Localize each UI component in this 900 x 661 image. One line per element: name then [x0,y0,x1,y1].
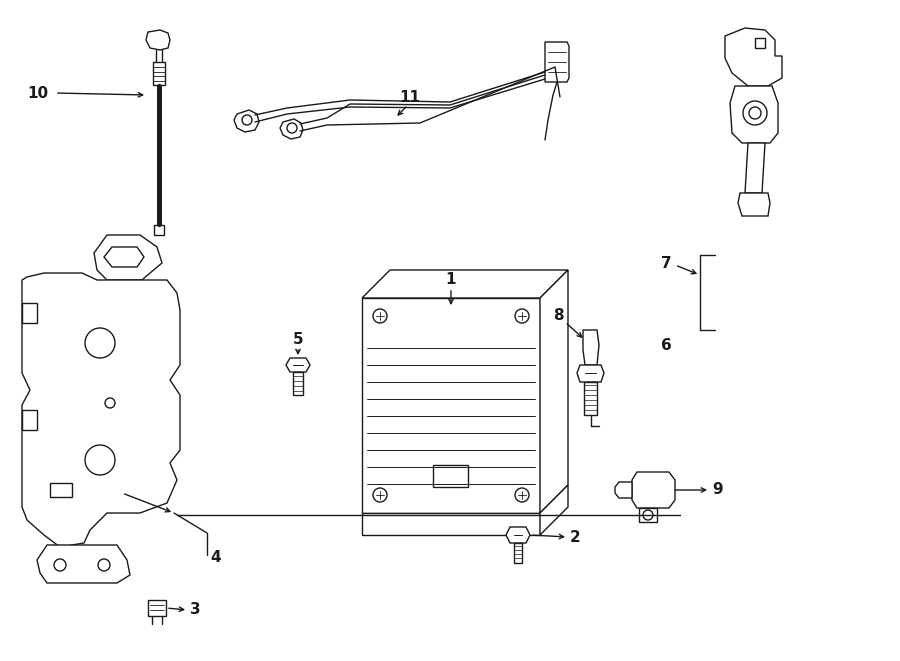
Text: 6: 6 [662,338,672,352]
Polygon shape [37,545,130,583]
Text: 5: 5 [292,332,303,348]
Polygon shape [146,30,170,50]
Text: 9: 9 [712,483,723,498]
Polygon shape [514,543,522,563]
Bar [755,38,765,48]
Polygon shape [745,143,765,193]
Polygon shape [286,358,310,372]
Text: 8: 8 [553,307,563,323]
Text: 11: 11 [400,91,420,106]
Text: 1: 1 [446,272,456,288]
Polygon shape [362,298,540,513]
Text: 3: 3 [190,602,201,617]
Bar [22,410,37,430]
Text: 7: 7 [662,256,672,270]
Bar [433,465,468,487]
Text: 4: 4 [210,549,220,564]
Polygon shape [362,513,540,535]
Polygon shape [639,508,657,522]
Polygon shape [506,527,530,543]
Text: 10: 10 [27,85,49,100]
Polygon shape [584,382,597,415]
Polygon shape [738,193,770,216]
Bar [50,483,72,497]
Polygon shape [153,62,165,85]
Polygon shape [22,273,180,547]
Polygon shape [545,42,569,82]
Polygon shape [104,247,144,267]
Polygon shape [234,110,259,132]
Polygon shape [148,600,166,616]
Bar [22,303,37,323]
Polygon shape [280,119,303,139]
Text: 2: 2 [570,529,580,545]
Polygon shape [632,472,675,508]
Polygon shape [94,235,162,280]
Polygon shape [540,485,568,535]
Polygon shape [730,86,778,143]
Polygon shape [583,330,599,365]
Polygon shape [362,270,568,298]
Polygon shape [540,270,568,513]
Polygon shape [577,365,604,382]
Polygon shape [725,28,782,86]
Polygon shape [615,482,632,498]
Polygon shape [154,225,164,235]
Polygon shape [293,372,303,395]
